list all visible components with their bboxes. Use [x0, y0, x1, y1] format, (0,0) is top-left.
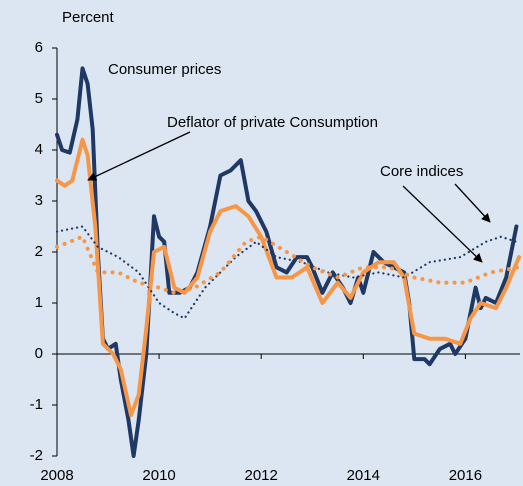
x-tick-label: 2012	[245, 467, 278, 484]
x-tick-label: 2010	[142, 467, 175, 484]
y-tick-label: -2	[30, 447, 43, 464]
y-tick-label: 4	[35, 141, 43, 158]
y-tick-label: 2	[35, 243, 43, 260]
y-axis-label: Percent	[62, 9, 115, 26]
y-tick-label: 6	[35, 39, 43, 56]
y-tick-label: 5	[35, 90, 43, 107]
series-line	[55, 137, 521, 418]
y-tick-label: 3	[35, 192, 43, 209]
arrow	[87, 131, 191, 181]
x-tick-label: 2016	[449, 467, 482, 484]
plot-area: -2 -1 0 1 2 3 4 5 6 2008 2010 2012 2014 2016	[30, 39, 521, 484]
x-tick-label: 2008	[40, 467, 73, 484]
y-tick-label: -1	[30, 396, 43, 413]
series-label: Consumer prices	[108, 61, 221, 78]
series-label: Deflator of private Consumption	[167, 114, 378, 131]
y-tick-label: 1	[35, 294, 43, 311]
y-tick-label: 0	[35, 345, 43, 362]
arrow	[454, 183, 491, 223]
core-line	[55, 234, 521, 295]
core-line	[55, 225, 518, 320]
series-line	[55, 66, 519, 458]
annotation: Core indices	[380, 163, 463, 180]
arrow	[402, 185, 483, 263]
x-tick-label: 2014	[347, 467, 380, 484]
